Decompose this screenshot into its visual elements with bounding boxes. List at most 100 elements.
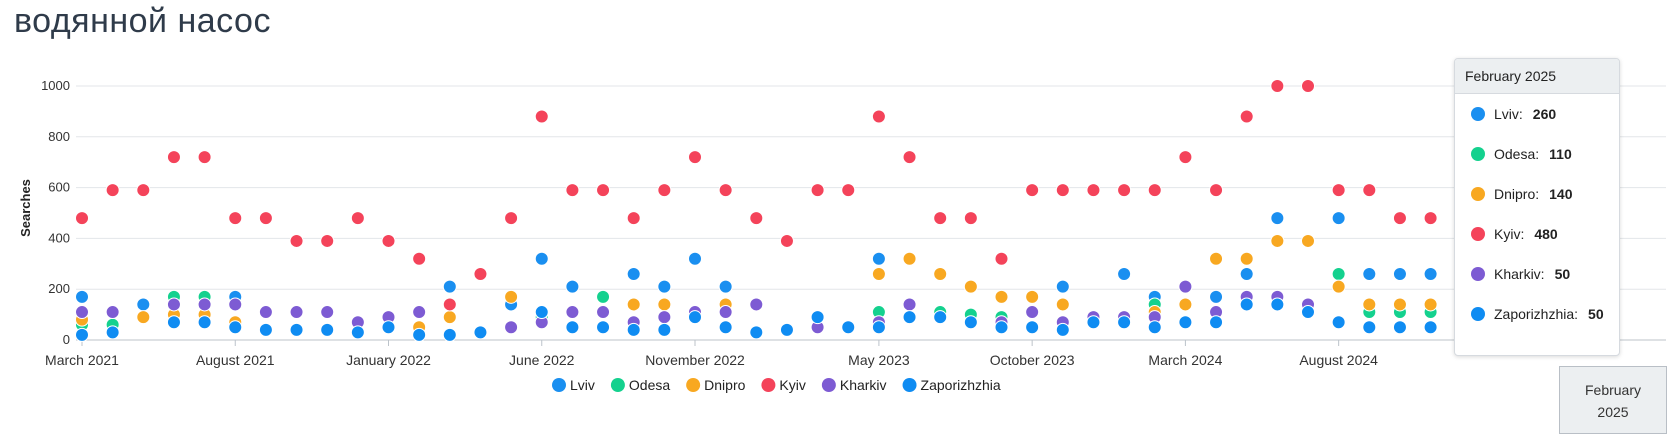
data-point [1362, 183, 1377, 198]
data-point [841, 320, 856, 335]
data-point [1055, 297, 1070, 312]
data-point [749, 211, 764, 226]
data-point [994, 289, 1009, 304]
data-point [933, 266, 948, 281]
data-point [534, 305, 549, 320]
tooltip-marker [1471, 147, 1485, 161]
data-point [1117, 183, 1132, 198]
data-point [933, 310, 948, 325]
data-point [1301, 233, 1315, 248]
data-point [1331, 183, 1346, 198]
x-hover-month: February [1584, 382, 1642, 398]
y-tick-label: 600 [48, 180, 70, 195]
data-point [1209, 183, 1224, 198]
data-point [1178, 279, 1193, 294]
data-point [779, 233, 794, 248]
data-point [1301, 79, 1315, 93]
data-point [1055, 322, 1070, 337]
data-point [1331, 279, 1346, 294]
data-point [871, 320, 886, 335]
data-point [841, 183, 856, 198]
tooltip-series-name: Dnipro: [1494, 186, 1540, 202]
data-point [1362, 297, 1377, 312]
x-tick-label: January 2022 [346, 352, 431, 368]
data-point [749, 297, 764, 312]
tooltip-row: Dnipro: 140 [1455, 174, 1619, 214]
data-point [105, 183, 120, 198]
data-point [1270, 233, 1285, 248]
data-point [1392, 211, 1407, 226]
data-point [718, 305, 733, 320]
data-point [381, 233, 396, 248]
x-tick-label: March 2021 [45, 352, 119, 368]
x-tick-label: August 2024 [1299, 352, 1378, 368]
data-point [565, 320, 580, 335]
legend-label: Odesa [629, 377, 670, 393]
x-hover-badge: February 2025 [1559, 366, 1667, 434]
data-point [1025, 289, 1040, 304]
data-point [810, 310, 825, 325]
data-point [657, 322, 672, 337]
tooltip-series-value: 140 [1549, 186, 1573, 202]
x-tick-label: May 2023 [848, 352, 910, 368]
x-tick-label: March 2024 [1148, 352, 1222, 368]
data-point [258, 322, 273, 337]
tooltip-series-name: Odesa: [1494, 146, 1540, 162]
data-point [902, 310, 917, 325]
data-point [258, 211, 273, 226]
data-point [228, 320, 243, 335]
data-point [1025, 305, 1040, 320]
data-point [718, 279, 733, 294]
page-title: водянной насос [14, 2, 271, 40]
data-point [626, 322, 641, 337]
data-point [105, 305, 120, 320]
data-point [105, 325, 120, 340]
data-point [136, 297, 151, 312]
data-point [1423, 320, 1438, 335]
data-point [1025, 183, 1040, 198]
y-tick-label: 200 [48, 281, 70, 296]
data-point [412, 251, 427, 266]
data-point [197, 297, 212, 312]
data-point [1331, 211, 1346, 226]
data-point [1025, 320, 1040, 335]
data-point [473, 266, 488, 281]
data-point [504, 289, 519, 304]
data-point [1270, 297, 1285, 312]
legend-marker [552, 378, 566, 392]
data-point [1423, 297, 1438, 312]
data-point [504, 320, 519, 335]
data-point [596, 320, 611, 335]
data-point [657, 183, 672, 198]
data-point [166, 150, 181, 165]
data-point [136, 310, 151, 325]
data-point [626, 211, 641, 226]
data-point [442, 297, 457, 312]
data-point [688, 310, 702, 325]
data-point [289, 322, 304, 337]
data-point [626, 266, 641, 281]
tooltip-series-value: 50 [1554, 266, 1571, 282]
tooltip-row: Kharkiv: 50 [1455, 254, 1619, 294]
tooltip-series-name: Kharkiv: [1494, 266, 1545, 282]
data-point [871, 251, 886, 266]
data-point [136, 183, 151, 198]
data-point [1209, 289, 1224, 304]
data-point [289, 305, 304, 320]
data-point [473, 325, 488, 340]
data-point [1178, 297, 1193, 312]
data-point [1209, 315, 1224, 330]
tooltip-row: Odesa: 110 [1455, 134, 1619, 174]
data-point [75, 289, 89, 304]
tooltip-marker [1471, 107, 1485, 121]
data-point [1331, 315, 1346, 330]
data-point [1239, 251, 1254, 266]
data-point [688, 251, 702, 266]
data-point [1086, 315, 1101, 330]
x-tick-label: October 2023 [990, 352, 1075, 368]
data-point [289, 233, 304, 248]
tooltip-series-name: Kyiv: [1494, 226, 1525, 242]
legend-label: Zaporizhzhia [921, 377, 1001, 393]
data-point [688, 150, 702, 165]
data-point [596, 289, 611, 304]
